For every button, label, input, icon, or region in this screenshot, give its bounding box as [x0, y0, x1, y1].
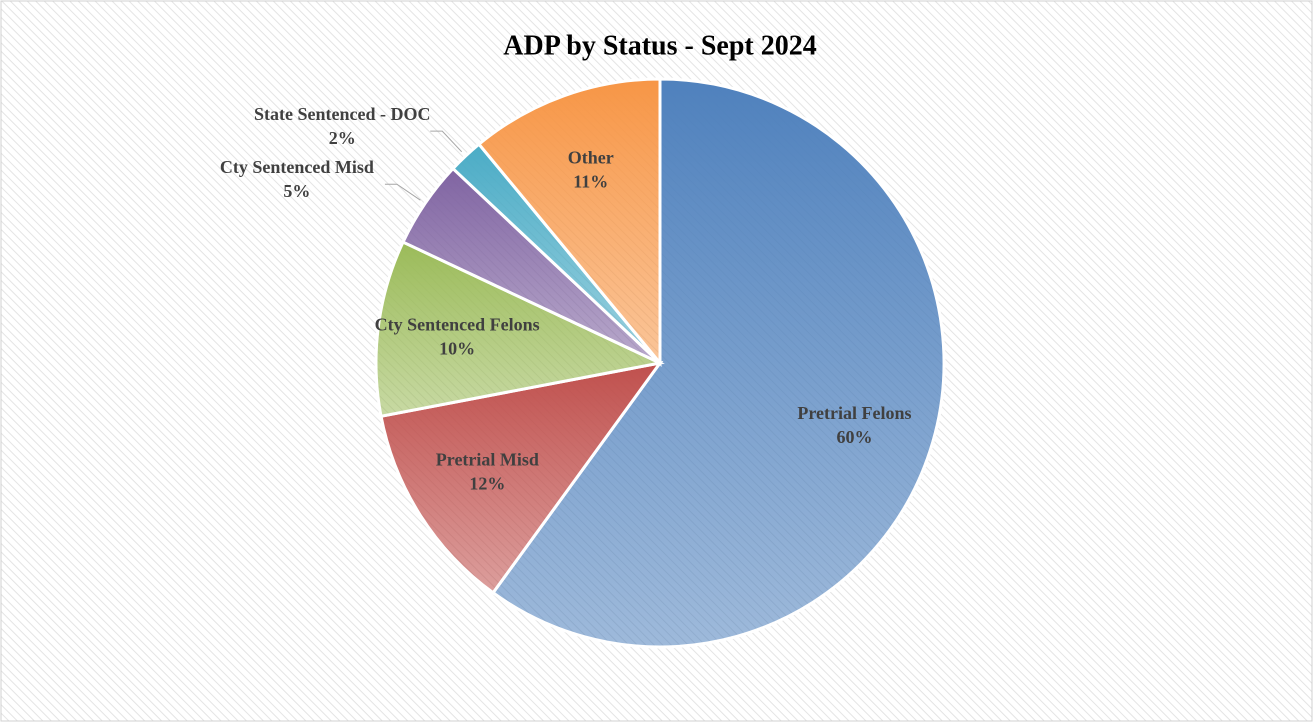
label-name: Cty Sentenced Felons	[375, 314, 540, 334]
label-value: 11%	[573, 172, 608, 192]
label-name: Pretrial Misd	[436, 450, 539, 470]
data-label: Other 11%	[568, 148, 614, 192]
label-value: 2%	[329, 128, 356, 148]
pie-slice	[476, 77, 662, 368]
data-label: Pretrial Misd 12%	[436, 450, 539, 494]
data-label: Pretrial Felons 60%	[797, 403, 911, 447]
data-label: Cty Sentenced Felons 10%	[375, 314, 540, 358]
label-name: State Sentenced - DOC	[254, 104, 430, 124]
label-value: 60%	[836, 427, 872, 447]
label-name: Cty Sentenced Misd	[220, 157, 374, 177]
pie-slice	[374, 240, 665, 418]
leader-line	[384, 183, 421, 201]
pie-slice	[379, 360, 664, 595]
pie-slice	[490, 77, 946, 649]
chart-title: ADP by Status - Sept 2024	[503, 30, 816, 61]
leader-line	[430, 130, 463, 153]
data-label: Cty Sentenced Misd 5%	[220, 157, 374, 201]
label-name: Other	[568, 148, 614, 168]
data-label: State Sentenced - DOC 2%	[254, 104, 430, 148]
label-value: 10%	[439, 338, 475, 358]
label-name: Pretrial Felons	[797, 403, 911, 423]
label-value: 12%	[469, 474, 505, 494]
label-value: 5%	[283, 181, 310, 201]
